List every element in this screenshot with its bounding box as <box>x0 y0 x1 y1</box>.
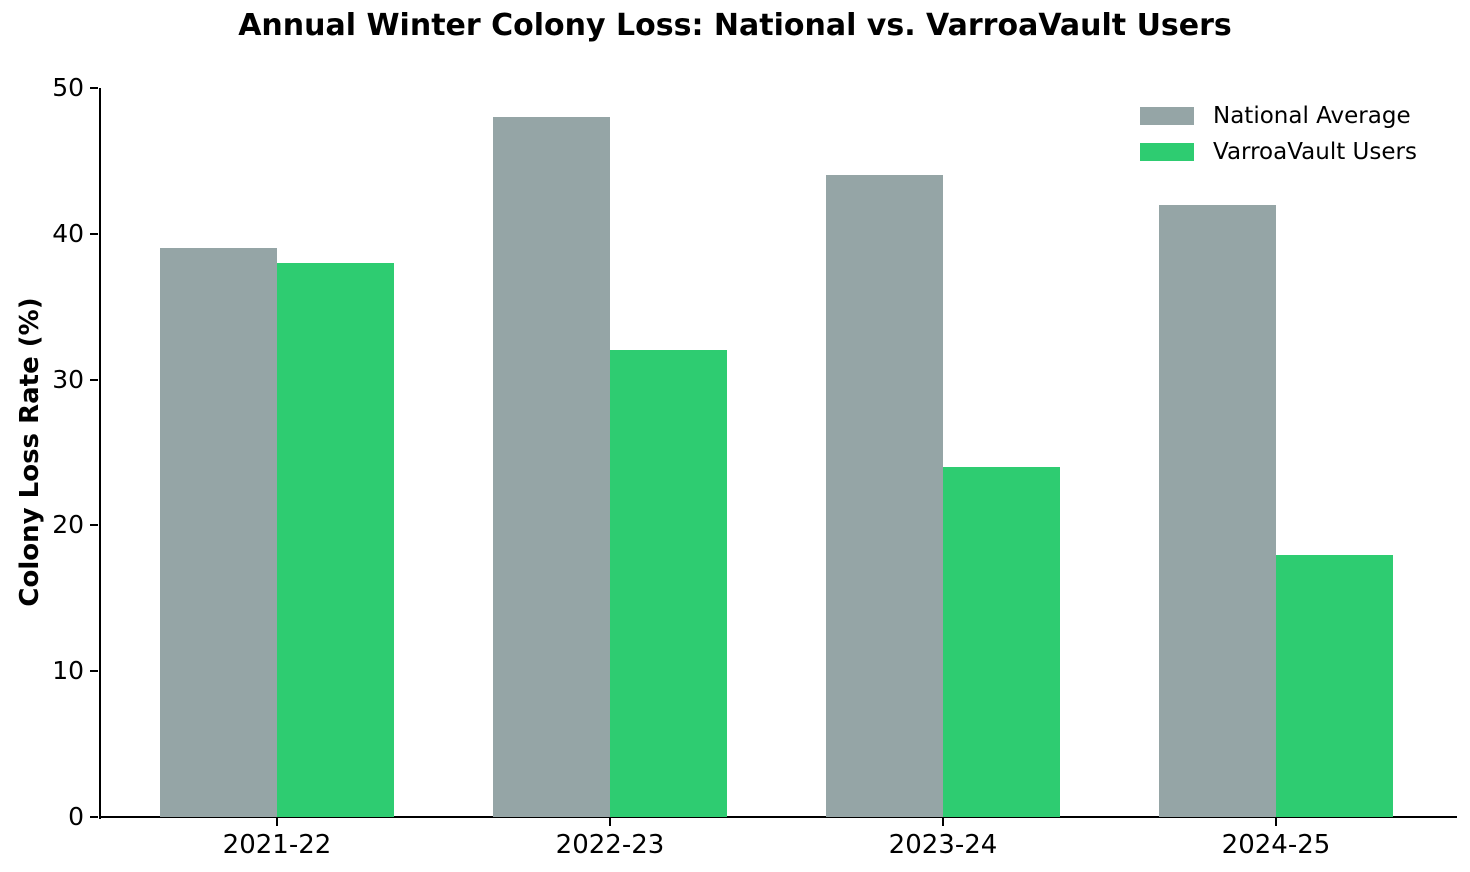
legend-swatch-varroavault-users <box>1140 143 1194 161</box>
legend-row-varroavault-users: VarroaVault Users <box>1140 140 1417 164</box>
y-axis-line <box>99 88 101 819</box>
bar-national-average-2024-25 <box>1159 204 1276 817</box>
y-tick-label-40: 40 <box>52 218 84 248</box>
y-tick-mark-20 <box>90 524 98 527</box>
bar-varroavault-users-2023-24 <box>943 467 1060 817</box>
x-tick-mark-2021-22 <box>276 818 278 826</box>
x-tick-label-2024-25: 2024-25 <box>1221 830 1331 860</box>
y-tick-label-20: 20 <box>52 510 84 540</box>
bar-national-average-2021-22 <box>160 248 277 817</box>
bar-varroavault-users-2021-22 <box>277 262 394 817</box>
plot-area: 0 10 20 30 40 50 2021-22 2022-23 2023-24 2024-25 <box>52 74 1457 860</box>
legend: National Average VarroaVault Users <box>1140 104 1417 176</box>
y-tick-mark-50 <box>90 87 98 89</box>
x-tick-label-2022-23: 2022-23 <box>555 830 665 860</box>
y-tick-label-0: 0 <box>68 802 84 831</box>
bar-varroavault-users-2022-23 <box>610 350 727 817</box>
y-axis-label: Colony Loss Rate (%) <box>15 297 45 607</box>
y-tick-mark-0 <box>90 816 98 818</box>
x-axis-line <box>99 816 1457 818</box>
y-tick-mark-10 <box>90 670 98 673</box>
y-tick-mark-40 <box>90 232 98 235</box>
x-tick-mark-2022-23 <box>609 818 611 826</box>
bar-national-average-2023-24 <box>826 175 943 817</box>
legend-swatch-national-average <box>1140 107 1194 125</box>
legend-row-national-average: National Average <box>1140 104 1417 128</box>
y-tick-label-30: 30 <box>52 364 84 394</box>
y-tick-mark-30 <box>90 378 98 381</box>
bar-national-average-2022-23 <box>493 117 610 817</box>
y-tick-label-50: 50 <box>52 73 84 102</box>
x-tick-label-2023-24: 2023-24 <box>888 830 998 860</box>
bar-varroavault-users-2024-25 <box>1276 554 1393 817</box>
legend-label-national-average: National Average <box>1213 103 1411 129</box>
chart-title: Annual Winter Colony Loss: National vs. … <box>238 8 1232 43</box>
x-tick-mark-2023-24 <box>942 818 944 826</box>
legend-label-varroavault-users: VarroaVault Users <box>1213 139 1417 165</box>
y-tick-label-10: 10 <box>52 656 84 686</box>
x-tick-mark-2024-25 <box>1275 818 1277 826</box>
x-tick-label-2021-22: 2021-22 <box>222 830 332 860</box>
